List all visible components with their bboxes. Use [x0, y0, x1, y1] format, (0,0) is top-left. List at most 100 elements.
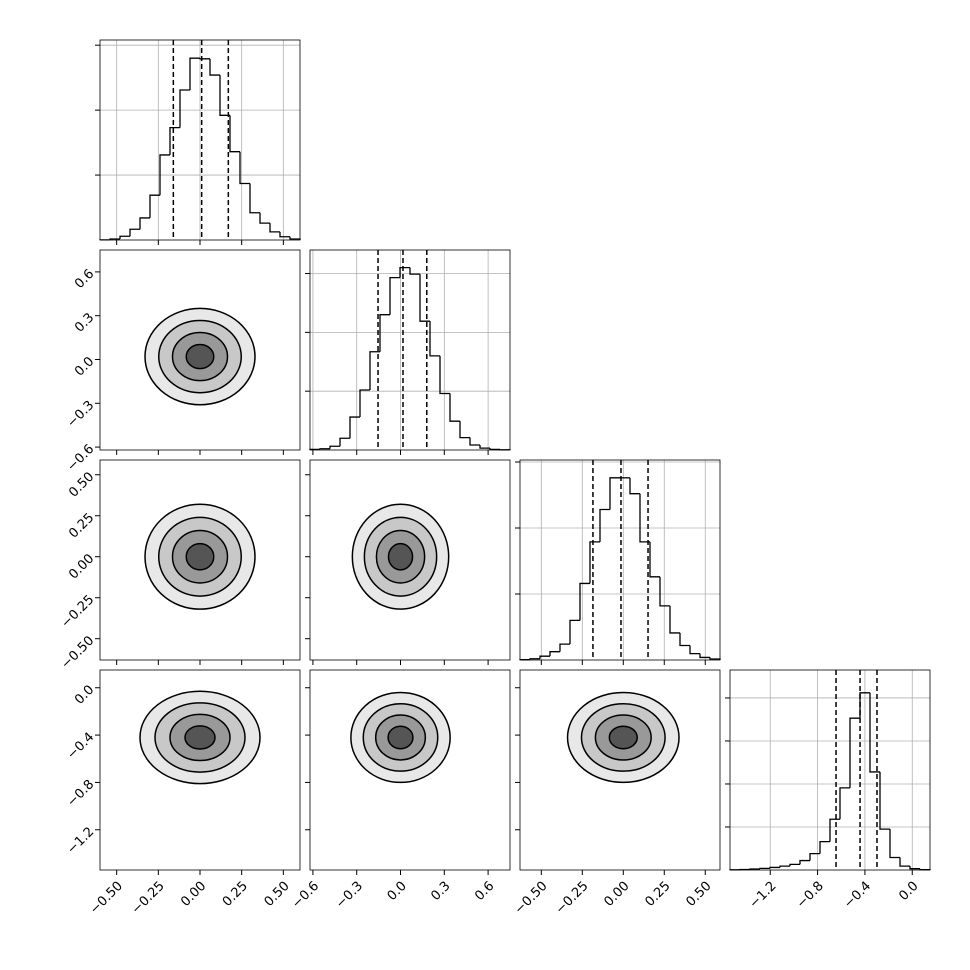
x-tick-label: −0.3	[333, 879, 366, 912]
histogram-step	[349, 416, 360, 439]
y-tick-label: 0.50	[66, 469, 97, 500]
histogram-step	[319, 448, 330, 450]
x-tick-label: 0.00	[602, 879, 633, 910]
histogram-step	[429, 321, 440, 357]
panel-frame	[309, 669, 511, 871]
histogram-step	[199, 58, 210, 60]
histogram-step	[139, 217, 150, 230]
y-tick-label: −0.6	[64, 442, 97, 475]
x-tick-label: 0.50	[262, 879, 293, 910]
histogram-step	[359, 389, 370, 418]
contour	[608, 725, 638, 750]
histogram-step	[589, 541, 600, 584]
y-tick-label: −0.3	[64, 398, 97, 431]
histogram-step	[529, 658, 540, 660]
y-tick-label: −1.2	[64, 824, 97, 857]
histogram-step	[269, 223, 280, 233]
histogram-step	[549, 651, 560, 657]
x-tick-label: 0.50	[683, 879, 714, 910]
y-tick-label: −0.4	[64, 730, 97, 763]
contour	[387, 725, 414, 750]
histogram-step	[459, 421, 470, 439]
histogram-step	[909, 866, 920, 870]
histogram-step	[149, 194, 160, 218]
histogram-step	[669, 605, 680, 634]
x-tick-label: 0.6	[472, 879, 497, 904]
histogram-step	[849, 717, 860, 788]
panel-frame	[519, 459, 721, 661]
x-tick-label: 0.3	[428, 879, 453, 904]
contour	[185, 542, 215, 571]
panel-frame	[99, 459, 301, 661]
histogram-step	[379, 314, 390, 352]
histogram-step	[219, 75, 230, 116]
histogram-step	[659, 576, 670, 607]
x-tick-label: −0.25	[553, 879, 592, 918]
histogram-step	[879, 771, 890, 830]
x-tick-label: −0.50	[512, 879, 551, 918]
x-tick-label: 0.00	[178, 879, 209, 910]
histogram-step	[159, 154, 170, 196]
y-tick-label: 0.6	[72, 267, 97, 292]
histogram-step	[539, 655, 550, 659]
x-tick-label: −0.25	[129, 879, 168, 918]
histogram-step	[209, 58, 220, 76]
histogram-step	[289, 236, 301, 240]
y-tick-label: 0.00	[66, 551, 97, 582]
panel-frame	[729, 669, 931, 871]
x-tick-label: 0.0	[896, 879, 921, 904]
histogram-step	[249, 183, 260, 214]
panel-frame	[99, 669, 301, 871]
histogram-step	[109, 238, 120, 240]
histogram-step	[889, 829, 900, 859]
x-tick-label: −0.50	[87, 879, 126, 918]
histogram-step	[239, 151, 250, 185]
panel-frame	[519, 669, 721, 871]
histogram-step	[839, 787, 850, 820]
y-tick-label: 0.25	[66, 510, 97, 541]
y-tick-label: 0.3	[72, 310, 97, 335]
histogram-step	[829, 818, 840, 842]
histogram-step	[819, 840, 830, 854]
histogram-step	[569, 619, 580, 645]
histogram-step	[279, 231, 290, 238]
histogram-step	[339, 437, 350, 447]
histogram-step	[639, 493, 650, 543]
histogram-step	[259, 212, 270, 224]
histogram-step	[649, 541, 660, 578]
histogram-step	[439, 355, 450, 395]
histogram-step	[409, 267, 420, 275]
histogram-step	[869, 692, 880, 773]
histogram-step	[799, 859, 810, 865]
x-tick-label: −1.2	[747, 879, 780, 912]
contour	[184, 725, 216, 750]
histogram-step	[629, 477, 640, 495]
histogram-step	[599, 508, 610, 542]
histogram-step	[859, 692, 870, 719]
histogram-step	[469, 437, 480, 446]
histogram-step	[679, 632, 690, 647]
histogram-step	[449, 393, 460, 422]
histogram-step	[389, 276, 400, 315]
histogram-step	[189, 57, 200, 90]
x-tick-label: 0.25	[642, 879, 673, 910]
x-tick-label: −0.6	[289, 879, 322, 912]
y-tick-label: 0.0	[72, 682, 97, 707]
x-tick-label: −0.4	[841, 879, 874, 912]
histogram-step	[179, 89, 190, 128]
histogram-step	[479, 445, 490, 449]
histogram-step	[579, 582, 590, 621]
panel-frame	[99, 249, 301, 451]
histogram-step	[169, 127, 180, 155]
histogram-step	[759, 867, 770, 870]
histogram-step	[899, 857, 910, 867]
histogram-step	[689, 645, 700, 655]
histogram-step	[419, 274, 430, 322]
histogram-step	[559, 643, 570, 652]
histogram-step	[489, 448, 500, 451]
histogram-step	[119, 235, 130, 240]
panel-frame	[99, 39, 301, 241]
histogram-step	[129, 228, 140, 237]
y-tick-label: −0.25	[59, 592, 98, 631]
